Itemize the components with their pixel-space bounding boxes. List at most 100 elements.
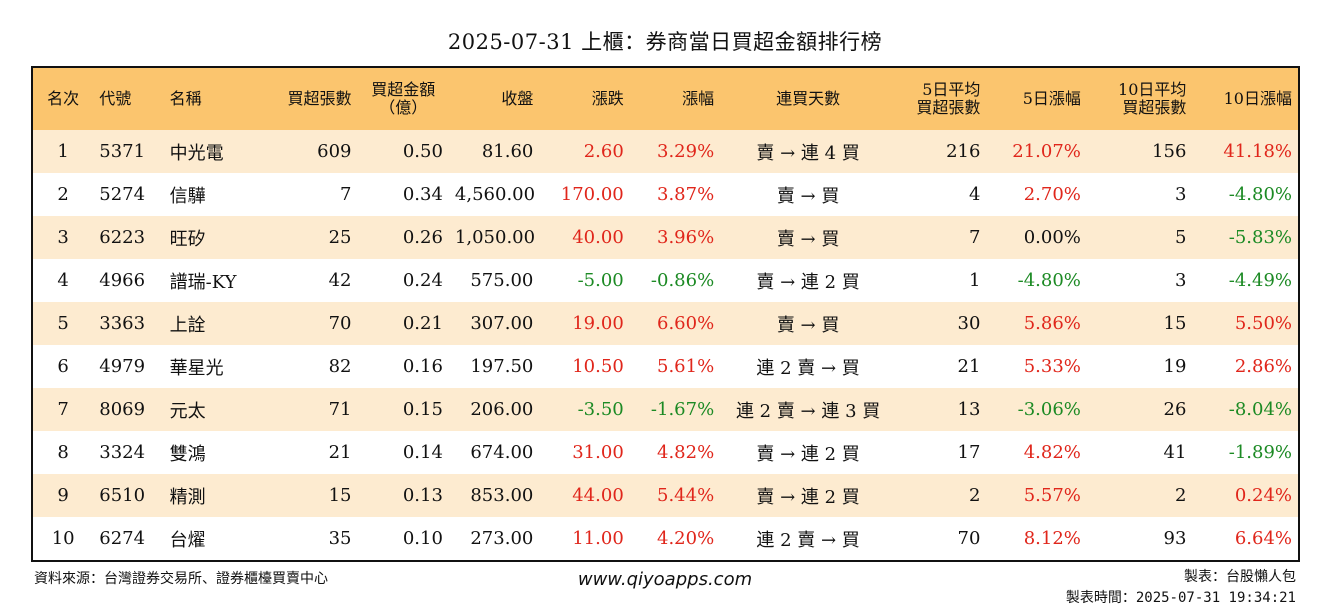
cell-pct: 5.44% — [657, 485, 715, 506]
cell-avg5: 21 — [957, 356, 981, 377]
table-row: 8 3324 雙鴻 21 0.14 674.00 31.00 4.82% 賣 → 連 2 買 17… — [33, 431, 1298, 474]
cell-code: 3363 — [99, 313, 146, 334]
cell-chg: -3.50 — [577, 399, 624, 420]
cell-amt: 0.14 — [402, 442, 443, 463]
cell-code: 5274 — [99, 184, 146, 205]
header-net-lots: 買超張數 — [287, 88, 352, 108]
cell-avg5: 7 — [968, 227, 981, 248]
header-avg5-line1: 5日平均 — [922, 79, 981, 99]
cell-name: 台燿 — [169, 529, 206, 551]
header-pct5: 5日漲幅 — [1022, 88, 1081, 108]
cell-rank: 9 — [57, 485, 69, 506]
cell-code: 6510 — [99, 485, 146, 506]
header-avg10-line1: 10日平均 — [1118, 79, 1187, 99]
cell-pct5: 5.57% — [1023, 485, 1081, 506]
cell-name: 中光電 — [169, 142, 224, 164]
table-row: 7 8069 元太 71 0.15 206.00 -3.50 -1.67% 連 2 賣 → 連 … — [33, 388, 1298, 431]
cell-avg10: 26 — [1163, 399, 1187, 420]
header-avg5-line2: 買超張數 — [916, 98, 981, 117]
cell-avg10: 2 — [1174, 485, 1187, 506]
header-change: 漲跌 — [591, 88, 624, 108]
cell-pct10: 0.24% — [1234, 485, 1292, 506]
cell-pct10: 5.50% — [1234, 313, 1292, 334]
cell-pct10: -4.49% — [1228, 270, 1292, 291]
cell-avg10: 3 — [1174, 184, 1187, 205]
header-code: 代號 — [99, 88, 132, 108]
table-header-row: 名次 代號 名稱 買超張數 買超金額 （億） 收盤 漲跌 漲幅 連買天數 5日平… — [33, 68, 1298, 130]
cell-pct: 6.60% — [657, 313, 715, 334]
cell-amt: 0.50 — [402, 141, 443, 162]
cell-amt: 0.10 — [402, 528, 443, 549]
cell-avg5: 17 — [957, 442, 981, 463]
cell-name: 華星光 — [169, 357, 224, 379]
cell-streak: 賣 → 連 4 買 — [756, 142, 860, 164]
cell-streak: 賣 → 買 — [776, 228, 840, 250]
cell-close: 206.00 — [470, 399, 534, 420]
cell-name: 上詮 — [169, 314, 206, 336]
cell-code: 5371 — [99, 141, 146, 162]
cell-streak: 連 2 賣 → 連 3 買 — [735, 400, 881, 422]
cell-pct5: 4.82% — [1023, 442, 1081, 463]
cell-code: 6223 — [99, 227, 146, 248]
cell-avg10: 15 — [1163, 313, 1187, 334]
cell-streak: 賣 → 連 2 買 — [756, 443, 860, 465]
page-title: 2025-07-31 上櫃：券商當日買超金額排行榜 — [447, 30, 883, 54]
cell-close: 4,560.00 — [454, 184, 536, 205]
cell-pct10: 6.64% — [1234, 528, 1292, 549]
cell-pct10: -5.83% — [1228, 227, 1292, 248]
cell-pct10: -4.80% — [1228, 184, 1292, 205]
cell-chg: 10.50 — [572, 356, 624, 377]
cell-pct: 3.96% — [657, 227, 715, 248]
cell-pct5: 5.33% — [1023, 356, 1081, 377]
cell-avg5: 13 — [957, 399, 981, 420]
header-name: 名稱 — [169, 88, 202, 108]
author-credit: 製表：台股懶人包 — [1184, 569, 1296, 585]
cell-avg10: 93 — [1163, 528, 1187, 549]
cell-pct: -0.86% — [650, 270, 715, 291]
cell-rank: 2 — [57, 184, 69, 205]
cell-lots: 70 — [328, 313, 352, 334]
cell-amt: 0.16 — [402, 356, 443, 377]
cell-pct: 3.87% — [657, 184, 715, 205]
cell-pct: 4.82% — [657, 442, 715, 463]
cell-pct5: -3.06% — [1017, 399, 1081, 420]
table-row: 1 5371 中光電 609 0.50 81.60 2.60 3.29% 賣 → 連 4 買 21… — [33, 130, 1298, 173]
cell-avg10: 19 — [1163, 356, 1187, 377]
cell-close: 197.50 — [470, 356, 534, 377]
cell-avg10: 41 — [1163, 442, 1187, 463]
cell-avg5: 4 — [968, 184, 981, 205]
cell-rank: 5 — [57, 313, 69, 334]
table-row: 4 4966 譜瑞-KY 42 0.24 575.00 -5.00 -0.86% 賣 → 連 2… — [33, 259, 1298, 302]
footer-credits: 製表：台股懶人包 製表時間：2025-07-31 19:34:21 — [1066, 567, 1296, 609]
table-body: 1 5371 中光電 609 0.50 81.60 2.60 3.29% 賣 → 連 4 買 21… — [33, 130, 1298, 560]
header-net-amount: 買超金額 （億） — [358, 68, 449, 130]
cell-name: 旺矽 — [169, 228, 206, 250]
cell-pct10: -1.89% — [1228, 442, 1292, 463]
cell-code: 8069 — [99, 399, 146, 420]
data-source: 資料來源：台灣證券交易所、證券櫃檯買賣中心 — [34, 571, 328, 587]
cell-chg: 44.00 — [572, 485, 624, 506]
cell-pct5: 21.07% — [1012, 141, 1081, 162]
cell-lots: 7 — [340, 184, 352, 205]
cell-close: 273.00 — [470, 528, 534, 549]
cell-avg5: 30 — [957, 313, 981, 334]
cell-close: 674.00 — [470, 442, 534, 463]
header-pct10: 10日漲幅 — [1223, 88, 1292, 108]
cell-lots: 71 — [328, 399, 352, 420]
cell-streak: 賣 → 連 2 買 — [756, 486, 860, 508]
cell-chg: 11.00 — [572, 528, 624, 549]
cell-pct: -1.67% — [650, 399, 715, 420]
cell-lots: 21 — [328, 442, 352, 463]
cell-chg: 19.00 — [572, 313, 624, 334]
cell-close: 853.00 — [470, 485, 534, 506]
table-row: 3 6223 旺矽 25 0.26 1,050.00 40.00 3.96% 賣 → 買 7 0.0… — [33, 216, 1298, 259]
cell-lots: 25 — [328, 227, 352, 248]
cell-rank: 3 — [57, 227, 69, 248]
cell-avg10: 156 — [1152, 141, 1187, 162]
cell-rank: 4 — [57, 270, 69, 291]
cell-streak: 賣 → 買 — [776, 185, 840, 207]
cell-pct10: -8.04% — [1228, 399, 1292, 420]
cell-amt: 0.21 — [402, 313, 443, 334]
cell-rank: 6 — [57, 356, 69, 377]
cell-lots: 609 — [317, 141, 352, 162]
